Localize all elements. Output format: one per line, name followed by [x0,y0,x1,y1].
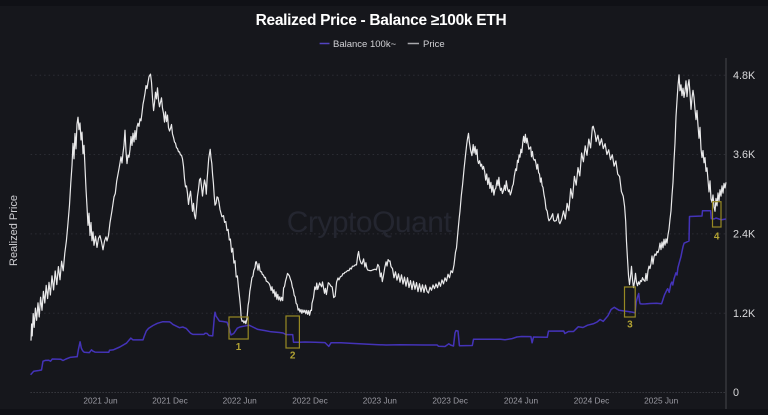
svg-text:2021 Jun: 2021 Jun [83,395,118,405]
svg-text:4.8K: 4.8K [733,70,756,82]
svg-text:1.2K: 1.2K [733,308,756,320]
svg-text:2023 Dec: 2023 Dec [432,395,468,405]
svg-text:0: 0 [733,387,739,399]
svg-text:3: 3 [627,320,633,331]
svg-text:Realized Price - Balance ≥100k: Realized Price - Balance ≥100k ETH [256,12,507,29]
svg-text:2021 Dec: 2021 Dec [152,395,188,405]
svg-text:2.4K: 2.4K [733,229,756,241]
svg-text:1: 1 [236,342,242,353]
svg-text:Realized Price: Realized Price [8,195,20,266]
svg-text:2022 Dec: 2022 Dec [292,395,328,405]
svg-text:2: 2 [290,351,296,362]
svg-text:2025 Jun: 2025 Jun [644,395,679,405]
svg-text:Balance 100k~: Balance 100k~ [333,39,397,50]
svg-text:4: 4 [714,232,720,243]
svg-text:Price: Price [423,39,445,50]
svg-text:2024 Dec: 2024 Dec [574,395,610,405]
svg-text:3.6K: 3.6K [733,149,756,161]
svg-text:2023 Jun: 2023 Jun [363,395,398,405]
svg-text:2024 Jun: 2024 Jun [504,395,539,405]
svg-text:2022 Jun: 2022 Jun [223,395,258,405]
